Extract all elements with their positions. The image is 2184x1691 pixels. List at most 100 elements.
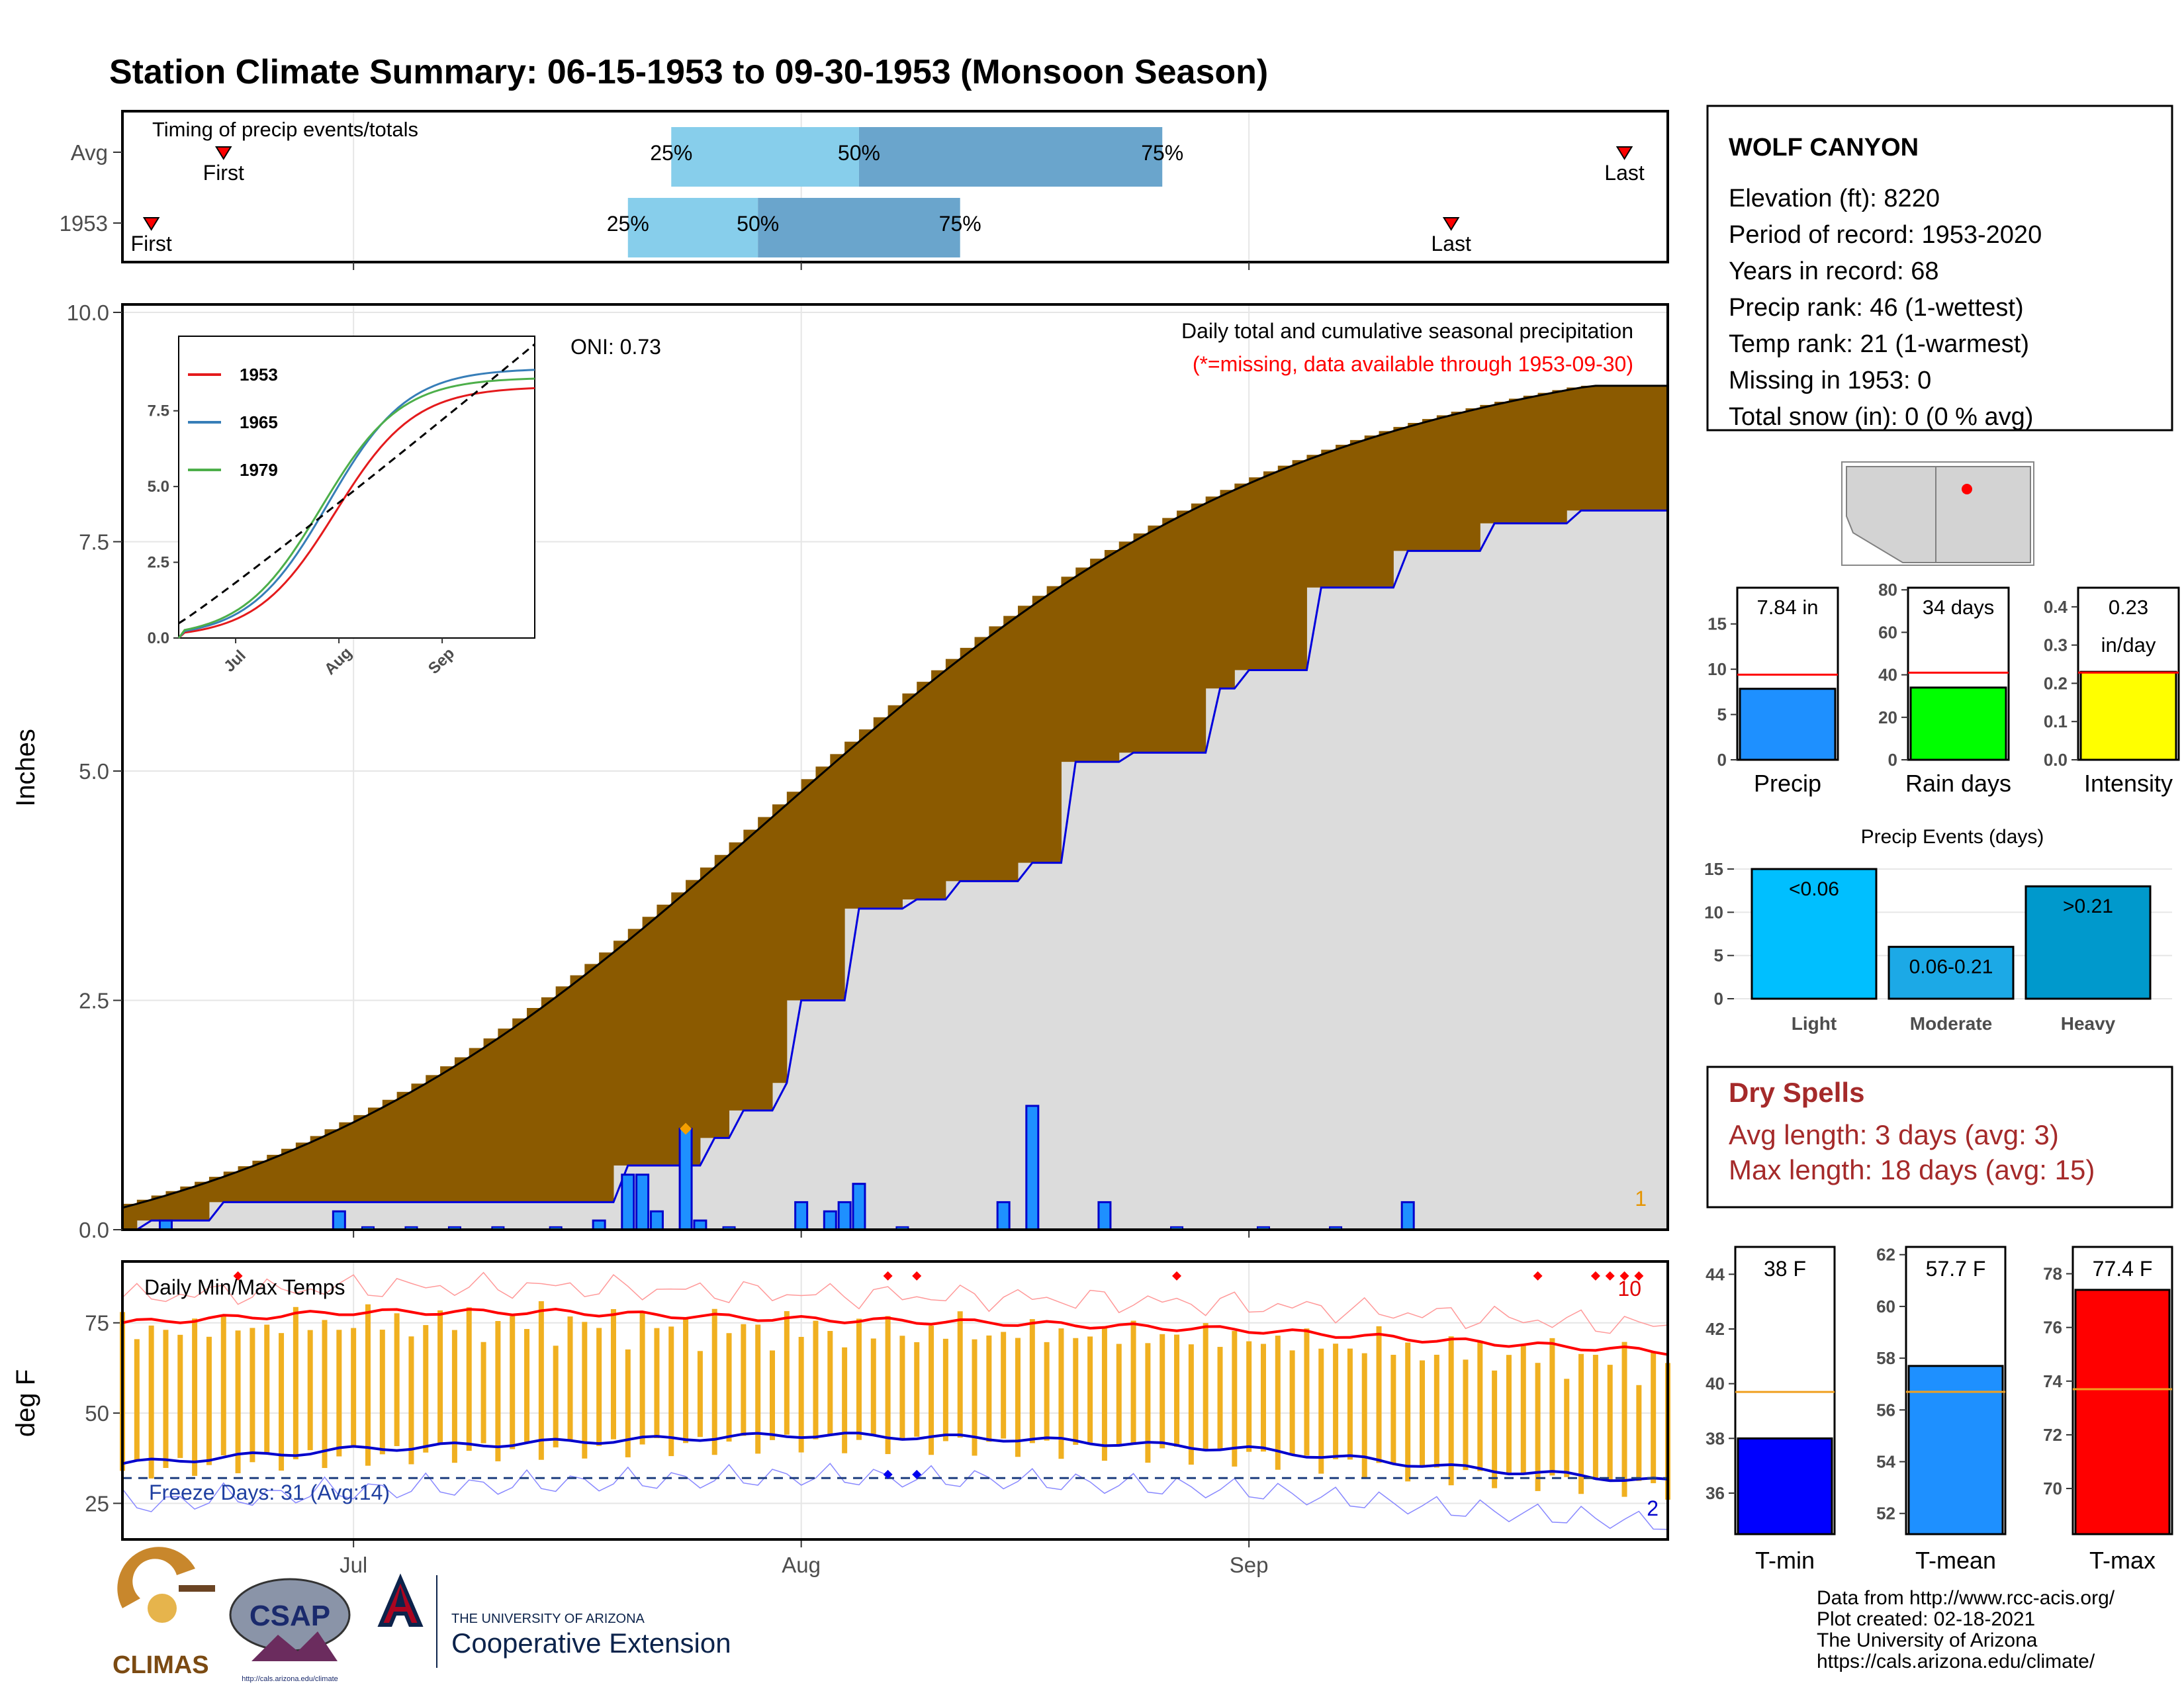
daily-temp-bar xyxy=(437,1310,443,1445)
temp-summary-tick-label: 58 xyxy=(1876,1348,1895,1368)
temp-y-label: deg F xyxy=(11,1369,40,1437)
daily-temp-bar xyxy=(668,1326,674,1457)
summary-bar-tick-label: 60 xyxy=(1878,622,1897,642)
timing-q25-q50-box xyxy=(627,198,758,257)
inset-series-line xyxy=(177,377,535,639)
timing-panel: Avg 25% 50% 75% First Last 1953 25% 50% 75% First L… xyxy=(60,110,1669,270)
ua-a-icon xyxy=(377,1573,424,1627)
daily-temp-bar xyxy=(610,1308,616,1440)
daily-temp-bar xyxy=(567,1316,573,1441)
daily-temp-bar xyxy=(336,1330,342,1457)
timing-p75-label: 75% xyxy=(1141,141,1183,165)
footer-credits: Data from http://www.rcc-acis.org/Plot c… xyxy=(1817,1587,2115,1672)
timing-p75-label: 75% xyxy=(939,212,981,236)
summary-bar-value: 7.84 in xyxy=(1756,596,1818,619)
precip-y-label: Inches xyxy=(11,729,40,807)
daily-temp-bar xyxy=(264,1324,270,1453)
inset-series-line xyxy=(177,369,535,639)
daily-precip-bar xyxy=(1400,1201,1415,1231)
dry-spells-frame xyxy=(1706,1066,2173,1209)
daily-temp-bar xyxy=(279,1333,285,1471)
missing-note: (*=missing, data available through 1953-… xyxy=(1193,352,1633,376)
daily-temp-bar xyxy=(250,1328,255,1463)
event-category-label: Light xyxy=(1792,1013,1837,1034)
daily-precip-bar xyxy=(852,1183,866,1231)
daily-precip-bar xyxy=(332,1210,346,1231)
csap-url: http://cals.arizona.edu/climate xyxy=(242,1675,338,1683)
temp-summary-tick-label: 74 xyxy=(2043,1371,2062,1391)
inset-legend-label: 1979 xyxy=(240,460,278,480)
daily-temp-bar xyxy=(480,1342,486,1443)
daily-temp-bar xyxy=(870,1338,876,1436)
daily-temp-bar xyxy=(798,1336,804,1453)
daily-temp-bar xyxy=(466,1307,472,1451)
temp-summary-tick-label: 62 xyxy=(1876,1245,1895,1265)
daily-temp-bar xyxy=(206,1336,212,1465)
daily-precip-bar xyxy=(823,1210,837,1231)
daily-temp-bar xyxy=(365,1304,371,1466)
daily-precip-bar xyxy=(1097,1201,1112,1231)
precip-y-tick-label: 0.0 xyxy=(79,1218,109,1242)
daily-temp-bar xyxy=(510,1316,516,1449)
temp-summary-tick-label: 76 xyxy=(2043,1318,2062,1338)
precip-y-tick-label: 10.0 xyxy=(67,300,109,325)
csap-logo: CSAP http://cals.arizona.edu/climate xyxy=(229,1578,351,1683)
csap-mountain xyxy=(251,1631,338,1661)
precip-y-tick-label: 7.5 xyxy=(79,530,109,555)
daily-temp-bar xyxy=(451,1330,457,1463)
daily-temp-bar xyxy=(192,1318,198,1476)
ua-logo-top: THE UNIVERSITY OF ARIZONA xyxy=(451,1612,645,1626)
daily-precip-bar xyxy=(649,1210,664,1231)
daily-temp-bar xyxy=(1001,1332,1007,1439)
daily-temp-bar xyxy=(726,1333,732,1442)
station-detail-line: Period of record: 1953-2020 xyxy=(1729,221,2042,249)
temp-title: Daily Min/Max Temps xyxy=(144,1275,345,1299)
daily-temp-bar xyxy=(1405,1342,1411,1482)
record-high-marker-icon xyxy=(883,1271,893,1281)
daily-precip-bar xyxy=(635,1173,650,1231)
precip-y-tick-label: 2.5 xyxy=(79,989,109,1013)
daily-temp-bar xyxy=(307,1330,313,1451)
timing-p50-label: 50% xyxy=(737,212,779,236)
daily-temp-bar xyxy=(1433,1354,1439,1468)
daily-temp-bar xyxy=(899,1336,905,1441)
inset-y-tick-label: 7.5 xyxy=(148,402,169,420)
summary-bar-tick-label: 0.1 xyxy=(2044,711,2068,731)
footer-line: https://cals.arizona.edu/climate/ xyxy=(1817,1651,2095,1672)
daily-precip-bar xyxy=(693,1219,707,1231)
record-high-marker-icon xyxy=(1590,1271,1600,1281)
daily-precip-bar xyxy=(1025,1105,1040,1231)
csap-logo-text: CSAP xyxy=(250,1600,330,1632)
daily-precip-bars xyxy=(158,1105,1415,1238)
daily-temp-bar xyxy=(1073,1338,1079,1445)
daily-temp-bar xyxy=(1304,1328,1310,1456)
daily-temp-bar xyxy=(885,1316,891,1455)
first-marker-icon xyxy=(142,217,160,231)
daily-temp-bar xyxy=(1203,1323,1208,1450)
daily-temp-bar xyxy=(379,1330,385,1455)
daily-temp-bar xyxy=(1275,1336,1281,1470)
record-low-marker-icon xyxy=(883,1469,893,1479)
dry-spells-title: Dry Spells xyxy=(1729,1077,1864,1108)
summary-bar-tick-label: 10 xyxy=(1707,659,1727,679)
station-name: WOLF CANYON xyxy=(1729,134,1919,161)
summary-bar-tick-label: 80 xyxy=(1878,580,1897,600)
season-summary-bars: 7.84 in 0 5 10 15 Precip 34 days 0 20 40 60 80 Rain … xyxy=(1707,580,2180,797)
precip-cumulative xyxy=(122,385,1668,1231)
temp-y-tick-label: 75 xyxy=(85,1311,109,1336)
daily-temp-bar xyxy=(1376,1326,1382,1463)
temp-summary-value: 38 F xyxy=(1764,1257,1806,1281)
temp-summary-tick-label: 54 xyxy=(1876,1452,1895,1472)
temp-summary-tick-label: 38 xyxy=(1706,1428,1725,1448)
summary-bar-value: 0.23 xyxy=(2109,596,2148,619)
timing-q50-q75-box xyxy=(758,198,960,257)
summary-bar-tick-label: 40 xyxy=(1878,665,1897,685)
event-category-label: Moderate xyxy=(1910,1013,1992,1034)
daily-temp-bar xyxy=(929,1325,934,1455)
inset-y-tick-label: 5.0 xyxy=(148,478,169,496)
daily-temp-bar xyxy=(351,1328,357,1448)
climas-logo-text: CLIMAS xyxy=(113,1651,209,1679)
summary-bar-label: Intensity xyxy=(2084,770,2173,797)
